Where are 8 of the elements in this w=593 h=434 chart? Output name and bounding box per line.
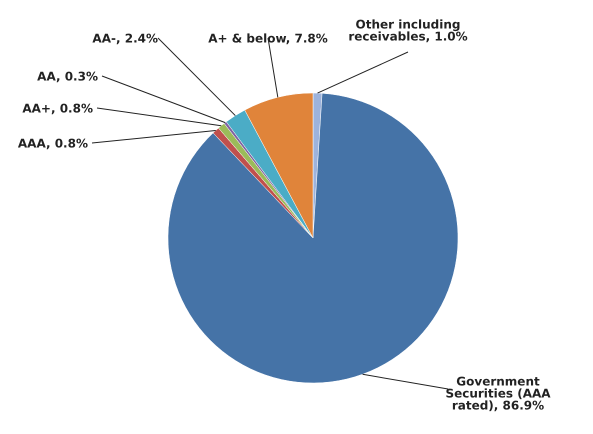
slice-label: A+ & below, 7.8% xyxy=(208,31,328,46)
slice-label: AA+, 0.8% xyxy=(22,101,93,116)
slice-label: Government Securities (AAA rated), 86.9% xyxy=(445,374,552,412)
slice-label: Other including receivables, 1.0% xyxy=(348,17,468,44)
slice-label: AA, 0.3% xyxy=(37,69,98,84)
pie-slice xyxy=(168,93,458,384)
slice-label: AA-, 2.4% xyxy=(92,31,158,46)
slice-label: AAA, 0.8% xyxy=(18,136,88,150)
